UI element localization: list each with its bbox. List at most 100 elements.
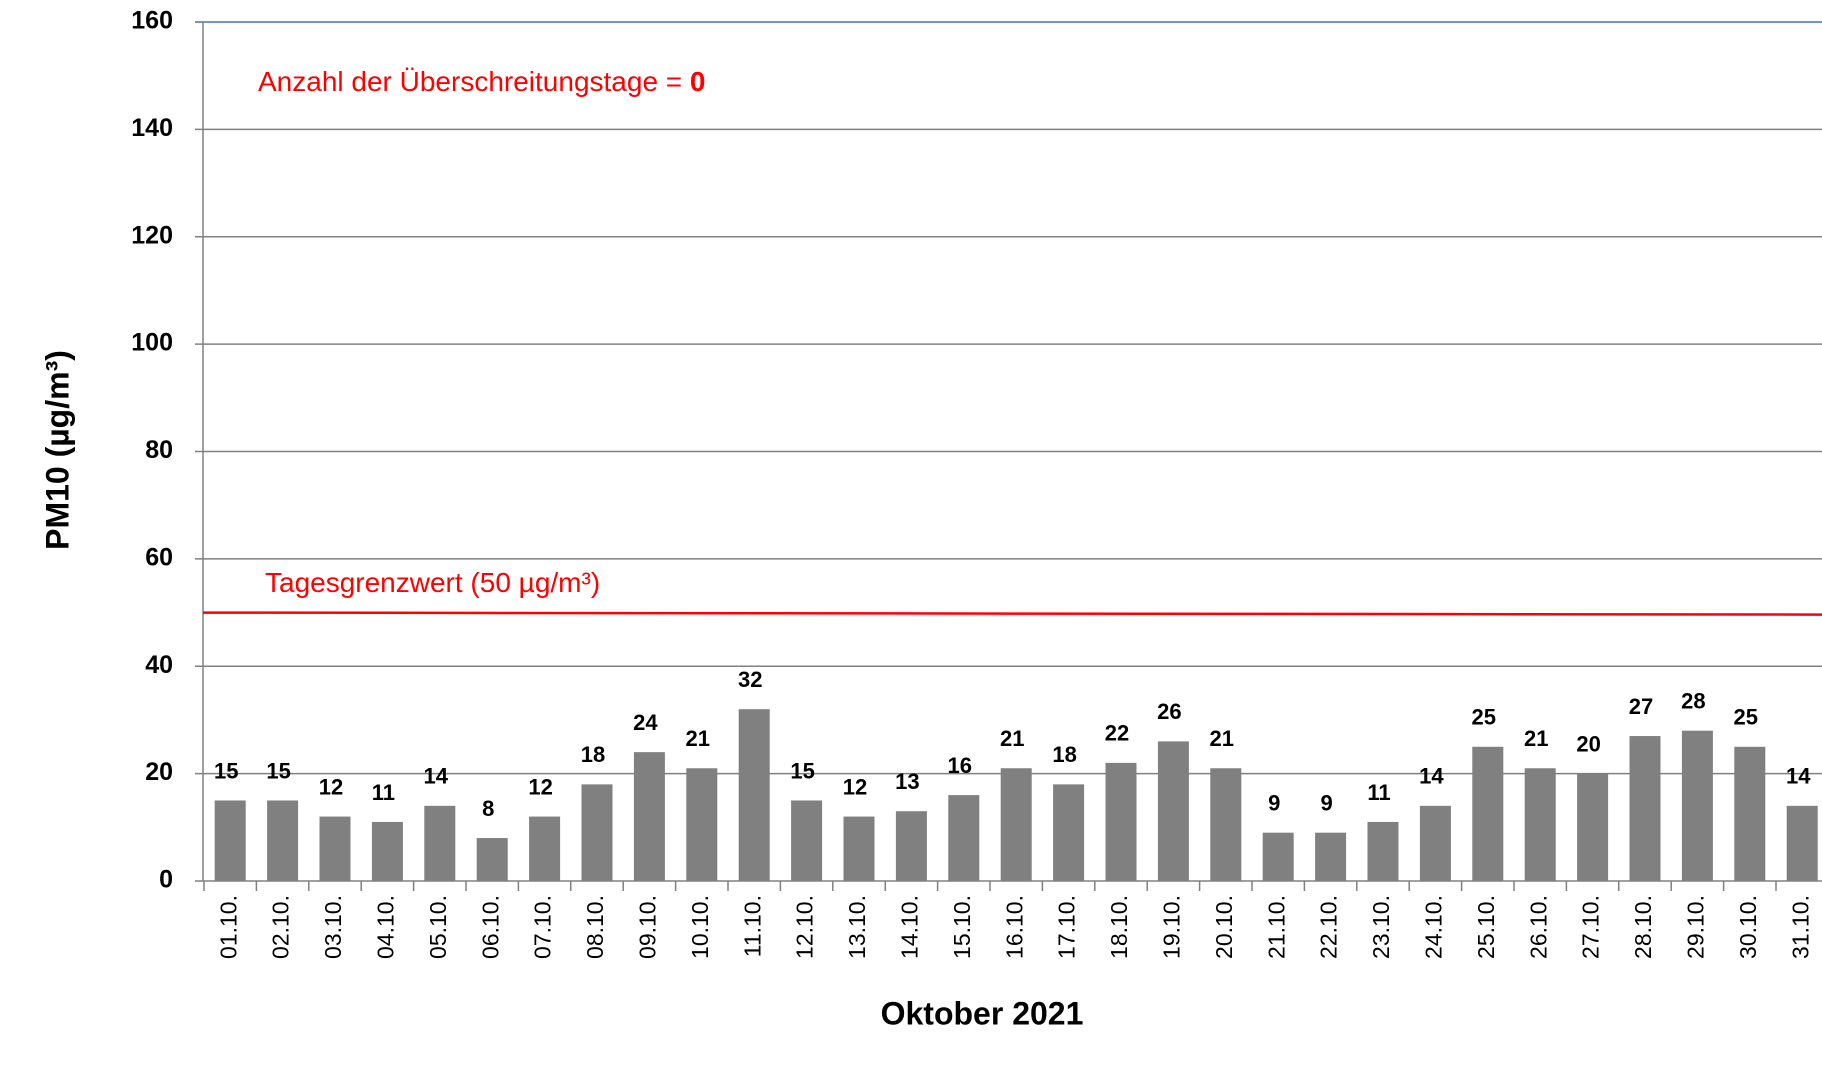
y-tick-label: 120 (131, 221, 173, 249)
x-tick-label: 04.10. (372, 895, 398, 959)
annotation: Anzahl der Überschreitungstage = 0 (258, 66, 706, 97)
data-label: 11 (372, 780, 395, 805)
x-tick-label: 23.10. (1368, 895, 1394, 959)
data-label: 9 (1320, 790, 1332, 815)
data-label: 24 (633, 710, 658, 735)
x-tick-label: 14.10. (896, 895, 922, 959)
x-tick-label: 31.10. (1787, 895, 1813, 959)
bar (476, 838, 508, 881)
x-tick-label: 20.10. (1211, 895, 1237, 959)
x-tick-label: 09.10. (634, 895, 660, 959)
bar (214, 800, 246, 881)
x-tick-label: 28.10. (1630, 895, 1656, 959)
bar (895, 811, 927, 881)
bar (267, 800, 299, 881)
x-tick-label: 10.10. (687, 895, 713, 959)
y-tick-label: 60 (145, 543, 173, 571)
bar (1681, 730, 1713, 881)
data-label: 12 (528, 774, 552, 799)
y-tick-label: 80 (145, 436, 173, 464)
x-tick-label: 27.10. (1578, 895, 1604, 959)
y-tick-label: 100 (131, 329, 173, 357)
data-label: 27 (1629, 694, 1653, 719)
x-tick-label: 18.10. (1106, 895, 1132, 959)
bar (1786, 805, 1818, 881)
bar (791, 800, 823, 881)
y-tick-label: 20 (145, 758, 173, 786)
bar (371, 821, 403, 881)
data-label: 25 (1734, 705, 1758, 730)
x-tick-label: 11.10. (739, 895, 765, 957)
y-tick-label: 0 (159, 866, 173, 894)
data-label: 18 (1052, 742, 1076, 767)
bar (529, 816, 561, 881)
bar (1315, 832, 1347, 881)
x-tick-label: 25.10. (1473, 895, 1499, 959)
data-label: 9 (1268, 790, 1280, 815)
x-tick-label: 02.10. (268, 895, 294, 959)
data-label: 22 (1105, 721, 1129, 746)
bar (1105, 762, 1137, 881)
bar (1472, 746, 1504, 881)
bar (1262, 832, 1294, 881)
data-label: 15 (266, 758, 290, 783)
y-tick-label: 40 (145, 651, 173, 679)
x-tick-label: 03.10. (320, 895, 346, 959)
bar (1419, 805, 1451, 881)
data-label: 15 (790, 758, 814, 783)
x-tick-label: 15.10. (949, 895, 975, 959)
bar (1367, 821, 1399, 881)
x-tick-label: 22.10. (1316, 895, 1342, 959)
y-tick-label: 140 (131, 114, 173, 142)
bar (738, 709, 770, 881)
y-axis-title: PM10 (µg/m³) (39, 350, 75, 550)
data-label: 11 (1367, 780, 1390, 805)
bar (1734, 746, 1766, 881)
x-tick-label: 12.10. (792, 895, 818, 959)
bar (581, 784, 613, 881)
bar (424, 805, 456, 881)
annotation-value: 0 (690, 66, 706, 97)
data-label: 18 (581, 742, 605, 767)
x-tick-label: 21.10. (1263, 895, 1289, 959)
x-tick-label: 01.10. (215, 895, 241, 959)
data-label: 14 (424, 764, 449, 789)
x-tick-label: 05.10. (425, 895, 451, 959)
bar (1577, 773, 1609, 881)
threshold-line (202, 611, 1822, 616)
data-label: 32 (738, 667, 762, 692)
data-label: 14 (1419, 764, 1444, 789)
data-label: 14 (1786, 764, 1811, 789)
annotation-text: Anzahl der Überschreitungstage = (258, 66, 690, 97)
threshold-label: Tagesgrenzwert (50 µg/m³) (265, 567, 600, 598)
data-label: 26 (1157, 699, 1181, 724)
data-label: 12 (319, 774, 343, 799)
data-label: 21 (1524, 726, 1548, 751)
bar (948, 795, 980, 881)
x-tick-label: 19.10. (1158, 895, 1184, 959)
x-tick-label: 08.10. (582, 895, 608, 959)
x-tick-label: 17.10. (1054, 895, 1080, 959)
bar (633, 752, 665, 881)
data-label: 20 (1576, 731, 1600, 756)
data-label: 12 (843, 774, 867, 799)
x-tick-label: 16.10. (1001, 895, 1027, 959)
bar (1629, 736, 1661, 881)
data-label: 13 (895, 769, 919, 794)
x-tick-label: 24.10. (1420, 895, 1446, 959)
bar (843, 816, 875, 881)
bar (1053, 784, 1085, 881)
data-label: 25 (1472, 705, 1496, 730)
x-tick-label: 30.10. (1735, 895, 1761, 959)
data-label: 21 (1210, 726, 1234, 751)
bar (1524, 768, 1556, 881)
bar (1000, 768, 1032, 881)
y-tick-label: 160 (131, 7, 173, 35)
bar (319, 816, 351, 881)
x-tick-label: 06.10. (477, 895, 503, 959)
data-label: 21 (686, 726, 710, 751)
x-tick-label: 26.10. (1525, 895, 1551, 959)
bar (1157, 741, 1189, 881)
data-label: 15 (214, 758, 238, 783)
